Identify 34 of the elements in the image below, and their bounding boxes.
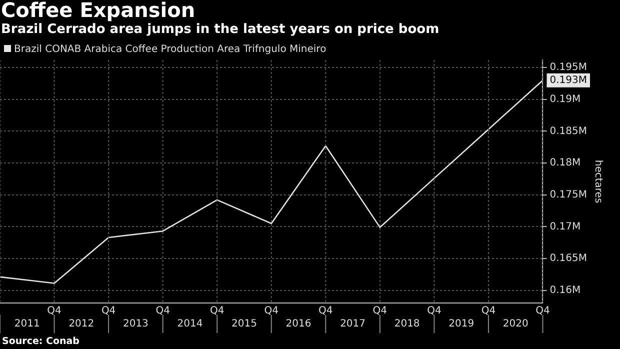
y-tick-label: 0.18M: [550, 158, 581, 169]
y-tick-label: 0.195M: [550, 62, 588, 74]
text: 2014: [177, 318, 203, 330]
y-axis-title: hectares: [592, 160, 604, 204]
x-tick-label: Q4: [372, 306, 388, 317]
x-tick-label: Q4: [427, 306, 442, 317]
x-tick-label: Q4: [318, 306, 333, 317]
legend-label: Brazil CONAB Arabica Coffee Production Area Trifngulo Mineiro: [13, 44, 326, 55]
x-tick-label: Q4: [47, 306, 62, 317]
x-tick-label: Q4: [481, 306, 496, 317]
text: 2015: [232, 318, 257, 330]
text: 2011: [14, 318, 40, 330]
text: 2018: [394, 318, 420, 330]
y-tick-label: 0.185M: [550, 126, 588, 137]
y-tick-label: 0.165M: [550, 253, 588, 264]
chart-subtitle: Brazil Cerrado area jumps in the latest years on price boom: [1, 22, 440, 37]
source-note: Source: Conab: [2, 336, 80, 347]
text: 2019: [448, 318, 474, 330]
y-tick-label: 0.175M: [550, 189, 588, 200]
x-tick-label: Q4: [264, 306, 278, 317]
y-tick-label: 0.17M: [550, 221, 581, 232]
x-tick-label: Q4: [101, 306, 116, 317]
text: 2017: [340, 318, 366, 330]
x-tick-label: Q4: [156, 306, 170, 317]
data-label: 0.193M: [550, 74, 588, 86]
text: 2013: [122, 318, 148, 330]
x-tick-label: Q4: [536, 306, 550, 317]
y-tick-label: 0.16M: [550, 284, 581, 296]
y-tick-label: 0.19M: [550, 94, 581, 106]
text: 2016: [286, 318, 312, 330]
text: 2020: [502, 318, 528, 330]
x-tick-label: Q4: [210, 306, 224, 317]
text: 2012: [68, 318, 94, 330]
chart-title: Coffee Expansion: [1, 0, 196, 22]
